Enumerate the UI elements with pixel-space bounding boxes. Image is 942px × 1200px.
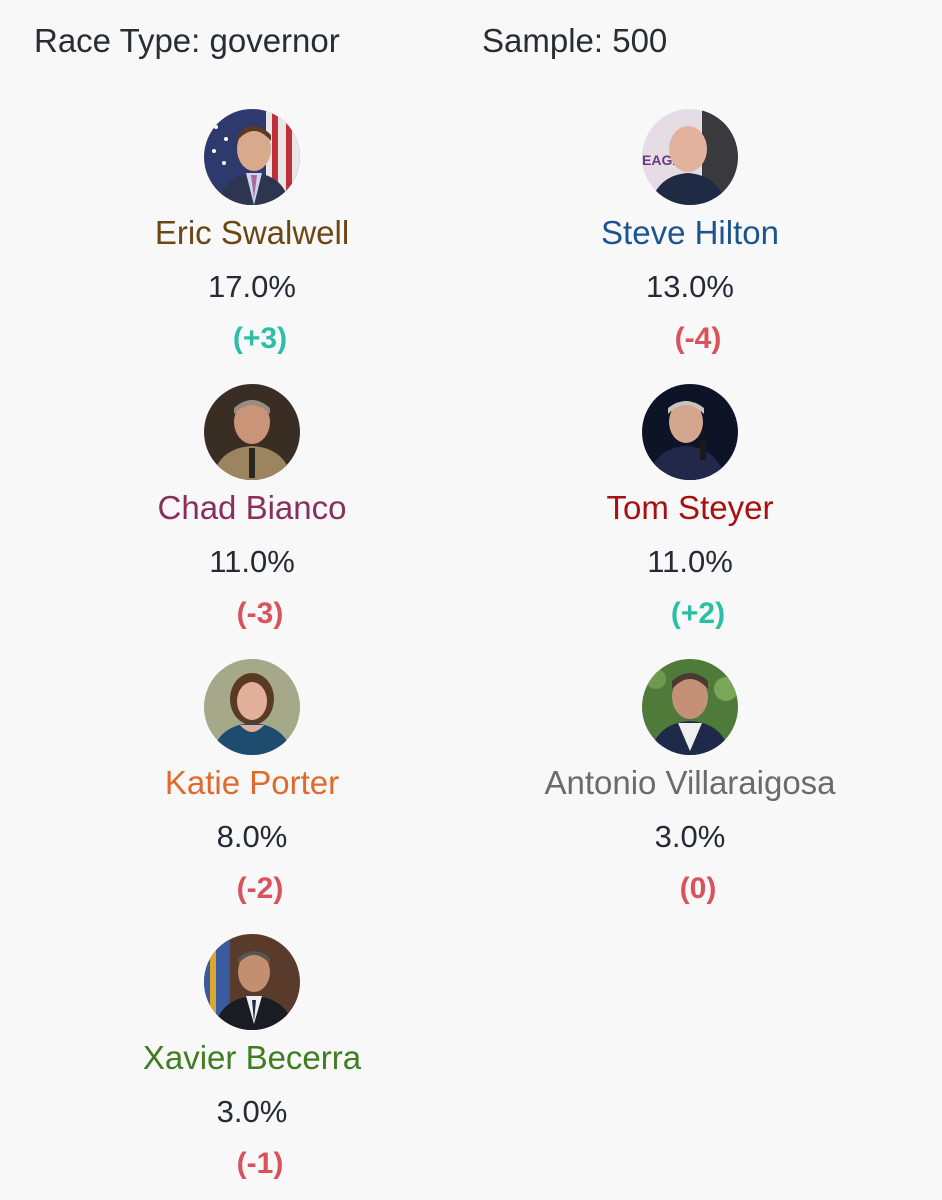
candidate-percent: 3.0% [216,1094,288,1129]
candidate-change: (+3) [232,322,288,355]
candidate-name: Chad Bianco [157,489,347,526]
candidate-change: (0) [679,872,717,905]
avatar: EAGA [642,109,738,205]
candidate-percent: 17.0% [208,269,296,304]
candidate-percent: 11.0% [209,544,295,579]
candidate-percent: 8.0% [216,819,288,854]
race-type-label: Race Type: governor [34,22,340,59]
candidate-name: Antonio Villaraigosa [544,764,836,801]
avatar [204,659,300,755]
sample-size-label: Sample: 500 [482,22,668,59]
candidate-card[interactable]: Xavier Becerra 3.0% (-1) [102,934,402,1184]
candidate-percent: 11.0% [647,544,733,579]
avatar [204,384,300,480]
candidate-name: Eric Swalwell [154,214,350,251]
candidate-name: Tom Steyer [606,489,774,526]
avatar [642,659,738,755]
candidate-change: (-4) [674,322,722,355]
candidate-change: (-1) [236,1147,284,1180]
candidate-change: (+2) [670,597,726,630]
candidate-percent: 13.0% [646,269,734,304]
candidate-card[interactable]: Chad Bianco 11.0% (-3) [102,384,402,634]
avatar [642,384,738,480]
candidate-card[interactable]: Tom Steyer 11.0% (+2) [540,384,840,634]
candidate-change: (-3) [236,597,284,630]
candidate-change: (-2) [236,872,284,905]
candidate-name: Xavier Becerra [142,1039,362,1076]
candidate-card[interactable]: Eric Swalwell 17.0% (+3) [102,109,402,359]
candidate-card[interactable]: Katie Porter 8.0% (-2) [102,659,402,909]
candidate-card[interactable]: Antonio Villaraigosa 3.0% (0) [540,659,840,909]
candidate-name: Steve Hilton [601,214,779,251]
poll-header: Race Type: governor Sample: 500 [0,20,942,64]
avatar [204,109,300,205]
candidate-percent: 3.0% [654,819,726,854]
candidate-name: Katie Porter [164,764,340,801]
avatar [204,934,300,1030]
candidate-card[interactable]: EAGA Steve Hilton 13.0% (-4) [540,109,840,359]
